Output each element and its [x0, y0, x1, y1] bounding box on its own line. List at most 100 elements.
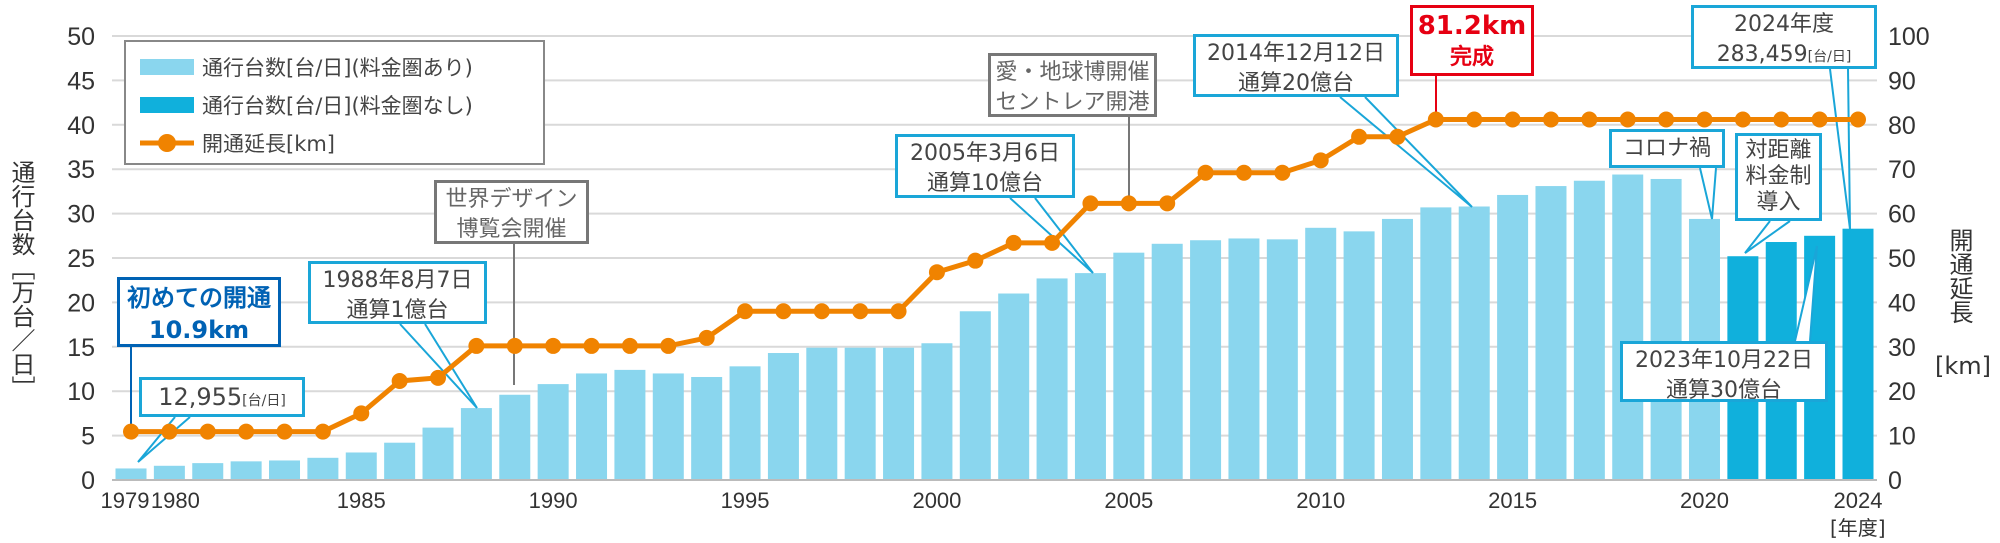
- bar-1994: [691, 376, 723, 480]
- bar-1999: [883, 347, 915, 480]
- y-left-tick-label: 15: [67, 334, 95, 362]
- length-point-2018: [1619, 111, 1636, 128]
- bar-2019: [1650, 178, 1682, 480]
- legend-item-length: 開通延長[km]: [140, 128, 335, 158]
- legend-line-marker-icon: [140, 134, 194, 152]
- bar-2013: [1420, 207, 1452, 480]
- y-right-tick-label: 10: [1888, 423, 1916, 451]
- bar-2003: [1036, 278, 1068, 480]
- length-point-1997: [813, 303, 830, 320]
- x-tick-label: 1980: [151, 488, 200, 513]
- annotation-first-count: 12,955[台/日]: [139, 377, 305, 417]
- bar-2001: [959, 311, 991, 480]
- y-left-tick-label: 30: [67, 201, 95, 229]
- length-point-2013: [1427, 111, 1444, 128]
- x-tick-label: 2024: [1834, 488, 1883, 513]
- y-left-tick-label: 50: [67, 23, 95, 51]
- callout-pointer: [1744, 220, 1791, 254]
- callout-pointer: [1794, 245, 1818, 342]
- bar-2008: [1228, 238, 1260, 480]
- length-point-2012: [1389, 128, 1406, 145]
- x-tick-label: 1985: [337, 488, 386, 513]
- length-point-2017: [1581, 111, 1598, 128]
- left-axis-title: 通行台数［万台／日］: [7, 160, 35, 400]
- bar-1990: [537, 384, 569, 480]
- y-right-tick-label: 0: [1888, 467, 1902, 495]
- length-point-1987: [430, 369, 447, 386]
- bar-2000: [921, 343, 953, 480]
- bar-1981: [192, 463, 224, 480]
- y-left-tick-label: 40: [67, 112, 95, 140]
- length-point-1989: [506, 337, 523, 354]
- length-point-1990: [545, 337, 562, 354]
- annotation-30-billion: 2023年10月22日 通算30億台: [1620, 341, 1828, 403]
- x-tick-label: 2000: [912, 488, 961, 513]
- y-right-tick-label: 40: [1888, 289, 1916, 317]
- x-tick-label: 2015: [1488, 488, 1537, 513]
- length-point-2004: [1082, 195, 1099, 212]
- length-point-2002: [1005, 234, 1022, 251]
- bar-1986: [384, 442, 416, 480]
- right-axis-unit: [km]: [1935, 352, 1992, 380]
- length-point-1998: [852, 303, 869, 320]
- annotation-corona: コロナ禍: [1609, 129, 1725, 168]
- y-left-tick-label: 25: [67, 245, 95, 273]
- bar-1996: [767, 353, 799, 480]
- legend-swatch: [140, 97, 194, 113]
- bar-2015: [1497, 194, 1529, 480]
- bar-2011: [1343, 231, 1375, 480]
- callout-pointer: [137, 416, 191, 463]
- length-line: [131, 116, 1858, 435]
- y-left-tick-label: 45: [67, 67, 95, 95]
- legend-item-no-toll-area: 通行台数[台/日](料金圏なし): [140, 90, 473, 120]
- y-left-tick-label: 20: [67, 289, 95, 317]
- length-point-1980: [161, 423, 178, 440]
- callout-pointer: [399, 323, 478, 409]
- bar-1989: [499, 394, 531, 480]
- length-point-1992: [621, 337, 638, 354]
- y-left-tick-label: 10: [67, 378, 95, 406]
- legend-item-toll-area: 通行台数[台/日](料金圏あり): [140, 52, 473, 82]
- length-point-2011: [1351, 128, 1368, 145]
- bar-1987: [422, 427, 454, 480]
- bar-2014: [1458, 206, 1490, 480]
- annotation-aichi-expo: 愛・地球博開催 セントレア開港: [988, 53, 1157, 117]
- callout-pointer: [1699, 167, 1717, 220]
- bar-2010: [1305, 227, 1337, 480]
- length-point-1993: [660, 337, 677, 354]
- length-point-1991: [583, 337, 600, 354]
- bar-2005: [1113, 252, 1145, 480]
- length-point-2024: [1850, 111, 1866, 128]
- length-point-2022: [1773, 111, 1790, 128]
- bar-1980: [153, 465, 185, 480]
- length-point-2010: [1312, 152, 1329, 169]
- bar-2007: [1190, 240, 1222, 480]
- length-point-2008: [1235, 164, 1252, 181]
- length-point-2007: [1197, 164, 1214, 181]
- bar-1988: [460, 408, 492, 480]
- length-point-1982: [238, 423, 255, 440]
- legend-label: 開通延長[km]: [202, 132, 336, 156]
- y-right-tick-label: 60: [1888, 201, 1916, 229]
- bar-2004: [1074, 273, 1106, 480]
- callout-pointer: [1829, 68, 1851, 230]
- bar-1982: [230, 461, 262, 480]
- bar-2017: [1573, 180, 1605, 480]
- x-tick-label: 2020: [1680, 488, 1729, 513]
- bar-1998: [844, 347, 876, 480]
- length-point-2001: [967, 252, 984, 269]
- y-right-tick-label: 50: [1888, 245, 1916, 273]
- annotation-10-billion: 2005年3月6日 通算10億台: [895, 134, 1075, 198]
- bar-2002: [998, 293, 1030, 480]
- length-point-1994: [698, 329, 715, 346]
- length-point-1988: [468, 337, 485, 354]
- legend-label: 通行台数[台/日](料金圏あり): [202, 56, 473, 80]
- length-point-2000: [928, 264, 945, 281]
- length-point-1981: [199, 423, 216, 440]
- y-right-tick-label: 20: [1888, 378, 1916, 406]
- bar-2006: [1151, 243, 1183, 480]
- y-right-tick-label: 80: [1888, 112, 1916, 140]
- length-point-1996: [775, 303, 792, 320]
- bar-1985: [345, 452, 377, 480]
- bar-2009: [1266, 239, 1298, 480]
